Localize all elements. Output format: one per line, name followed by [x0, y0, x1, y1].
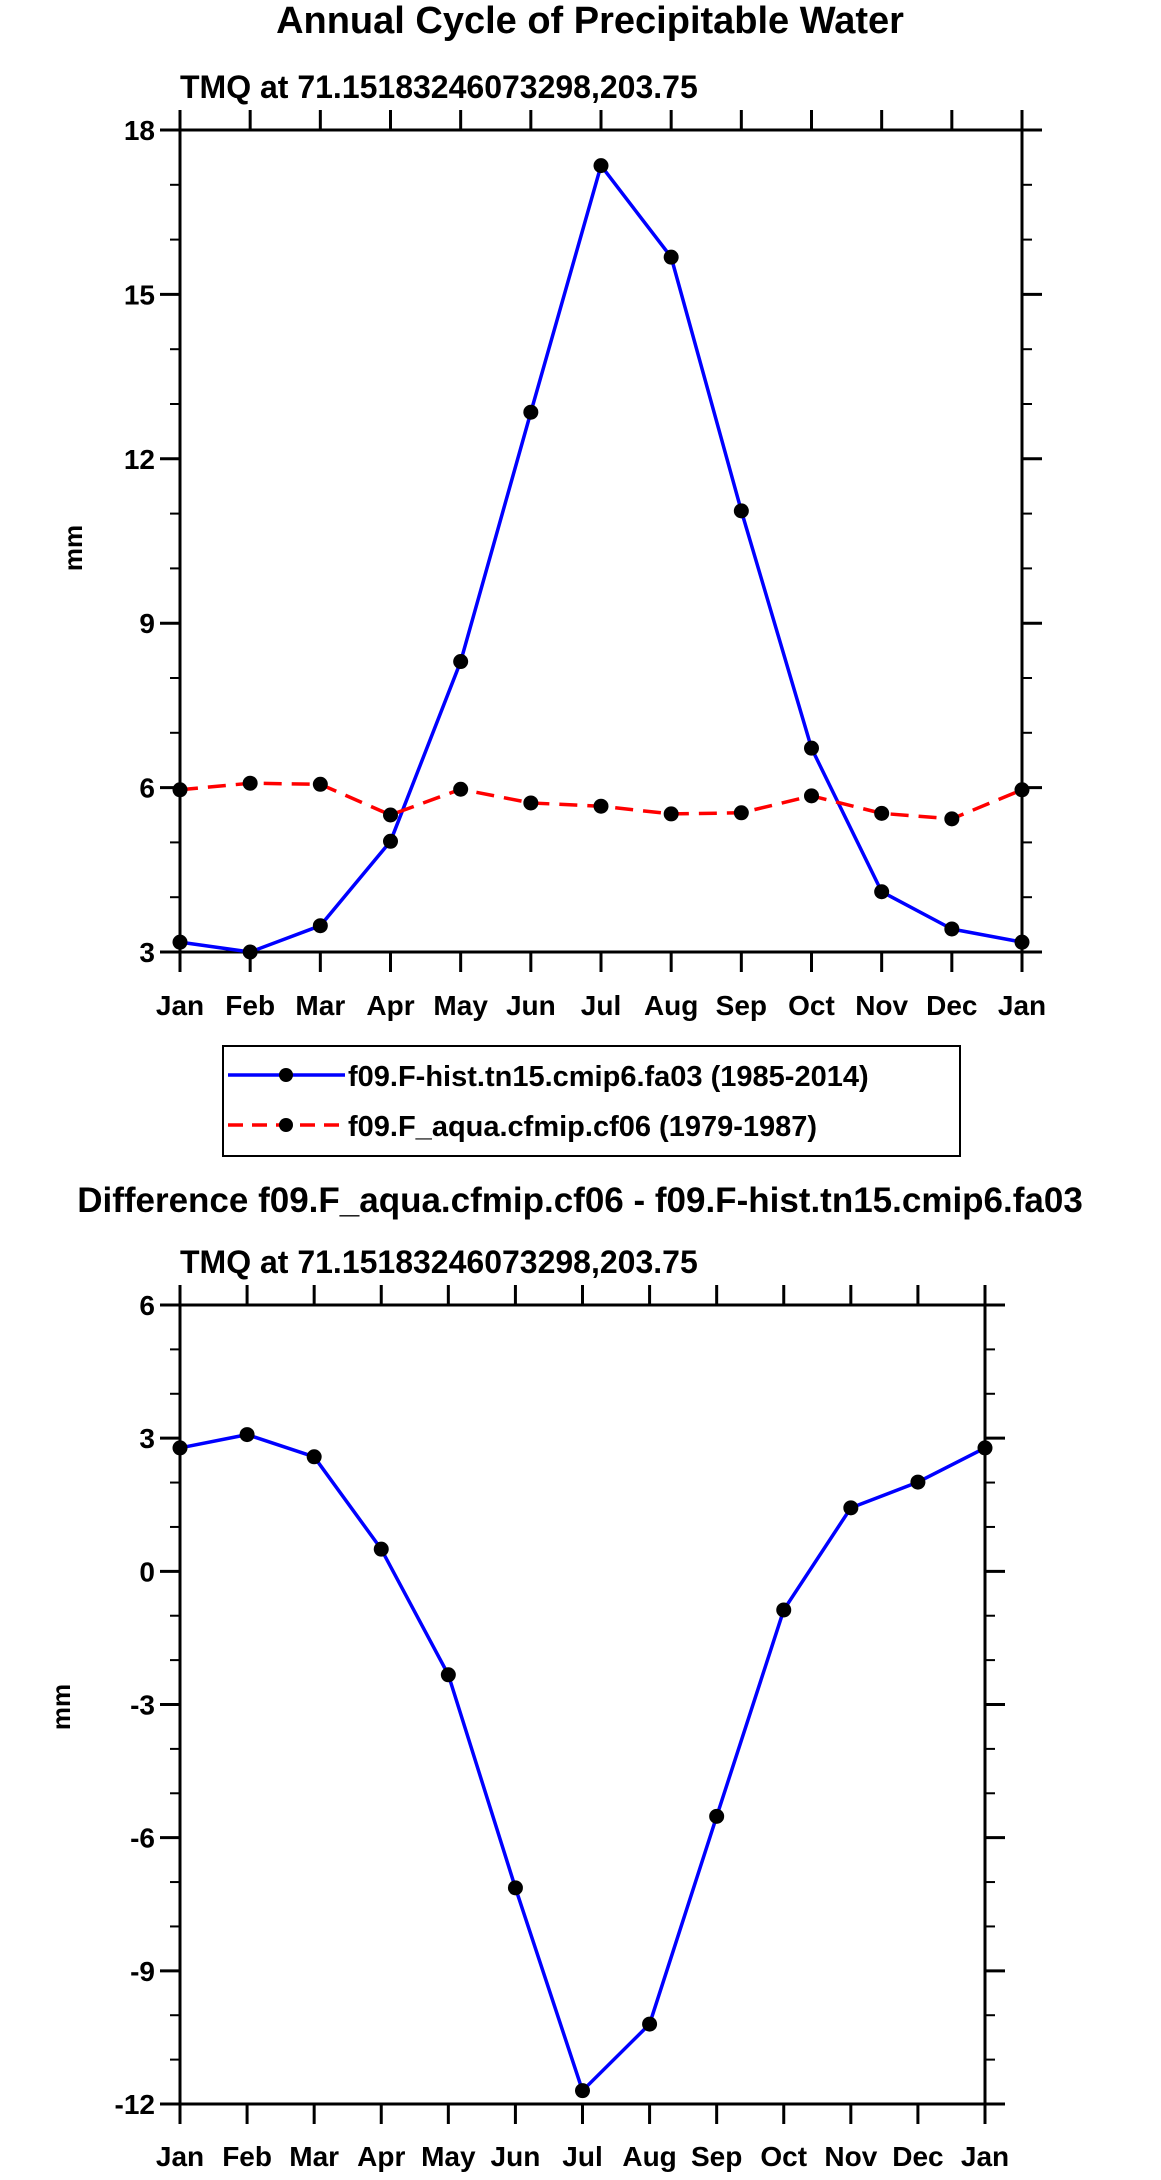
- data-point: [523, 795, 539, 811]
- data-point: [1014, 782, 1030, 798]
- data-point: [172, 934, 188, 950]
- chart-subtitle: TMQ at 71.15183246073298,203.75: [180, 69, 698, 105]
- y-tick-label: -12: [115, 2089, 155, 2120]
- data-point: [593, 158, 609, 174]
- x-tick-label: Jul: [562, 2141, 602, 2172]
- data-point: [575, 2083, 590, 2099]
- x-tick-label: May: [421, 2141, 476, 2172]
- y-axis-label: mm: [46, 1684, 76, 1730]
- precipitable-water-chart: TMQ at 71.15183246073298,203.75 mm 3 6 9 12…: [58, 69, 1046, 1021]
- data-point: [373, 1541, 389, 1557]
- x-tick-label: Feb: [225, 990, 275, 1021]
- plot-frame: [178, 128, 1024, 954]
- difference-title: Difference f09.F_aqua.cfmip.cf06 - f09.F…: [77, 1181, 1083, 1220]
- data-point: [910, 1474, 926, 1490]
- legend-label-model: f09.F-hist.tn15.cmip6.fa03 (1985-2014): [348, 1061, 869, 1093]
- legend-marker-aqua: [279, 1118, 293, 1132]
- x-tick-label: Dec: [926, 990, 977, 1021]
- data-point: [663, 249, 679, 265]
- x-tick-label: Jan: [998, 990, 1046, 1021]
- x-tick-label: Jun: [506, 990, 556, 1021]
- data-point: [733, 805, 749, 821]
- data-point: [944, 811, 960, 827]
- data-point: [523, 404, 539, 420]
- data-point: [977, 1440, 993, 1456]
- data-point: [1014, 934, 1030, 950]
- data-point: [239, 1427, 255, 1443]
- x-tick-label: Feb: [222, 2141, 272, 2172]
- y-axis-label: mm: [58, 525, 88, 571]
- x-tick-label: Mar: [295, 990, 345, 1021]
- data-point: [804, 740, 819, 756]
- legend: f09.F-hist.tn15.cmip6.fa03 (1985-2014) f…: [222, 1045, 961, 1157]
- data-point: [453, 654, 469, 670]
- data-point: [383, 833, 398, 849]
- data-point: [440, 1667, 456, 1683]
- legend-label-aqua: f09.F_aqua.cfmip.cf06 (1979-1987): [348, 1111, 817, 1143]
- y-tick-label: 12: [124, 444, 155, 475]
- data-point: [242, 775, 258, 791]
- y-tick-label: 3: [139, 1423, 155, 1454]
- data-point: [172, 1440, 188, 1456]
- x-tick-label: Mar: [289, 2141, 339, 2172]
- y-tick-label: -9: [130, 1956, 155, 1987]
- page-title: Annual Cycle of Precipitable Water: [276, 0, 904, 42]
- x-tick-label: Sep: [691, 2141, 742, 2172]
- y-tick-label: -6: [130, 1823, 155, 1854]
- y-tick-label: 9: [139, 608, 155, 639]
- x-tick-label: Oct: [788, 990, 835, 1021]
- data-point: [453, 781, 469, 797]
- series-line: [179, 1432, 986, 2093]
- x-tick-label: Apr: [357, 2141, 405, 2172]
- data-point: [312, 918, 328, 934]
- y-tick-label: 15: [124, 279, 155, 310]
- x-tick-label: Apr: [366, 990, 414, 1021]
- x-tick-label: Jan: [961, 2141, 1009, 2172]
- data-point: [593, 798, 609, 814]
- plot-frame: [178, 1303, 987, 2106]
- x-tick-label: Oct: [760, 2141, 807, 2172]
- x-tick-label: Sep: [716, 990, 767, 1021]
- data-point: [242, 944, 258, 960]
- difference-chart: Difference f09.F_aqua.cfmip.cf06 - f09.F…: [46, 1181, 1083, 2172]
- y-tick-label: 6: [139, 1290, 155, 1321]
- x-tick-label: Jun: [491, 2141, 541, 2172]
- x-tick-label: Dec: [892, 2141, 943, 2172]
- y-tick-label: -3: [130, 1690, 155, 1721]
- data-point: [172, 782, 188, 798]
- data-point: [663, 806, 679, 822]
- y-tick-label: 6: [139, 773, 155, 804]
- x-tick-label: Jan: [156, 2141, 204, 2172]
- y-tick-label: 18: [124, 115, 155, 146]
- data-point: [642, 2016, 658, 2032]
- data-point: [507, 1880, 523, 1896]
- x-tick-label: Aug: [644, 990, 698, 1021]
- y-tick-label: 3: [139, 937, 155, 968]
- data-point: [709, 1808, 725, 1824]
- x-tick-label: May: [433, 990, 488, 1021]
- data-point: [306, 1449, 322, 1465]
- legend-box: [222, 1045, 961, 1157]
- legend-marker-model: [279, 1068, 293, 1082]
- x-tick-label: Nov: [855, 990, 908, 1021]
- chart-subtitle: TMQ at 71.15183246073298,203.75: [180, 1244, 698, 1280]
- x-tick-label: Nov: [824, 2141, 877, 2172]
- data-point: [804, 788, 819, 804]
- data-point: [312, 776, 328, 792]
- x-tick-label: Aug: [622, 2141, 676, 2172]
- data-point: [733, 503, 749, 519]
- data-point: [874, 884, 890, 900]
- data-point: [383, 807, 398, 823]
- x-tick-label: Jan: [156, 990, 204, 1021]
- data-point: [944, 921, 960, 937]
- x-tick-label: Jul: [581, 990, 621, 1021]
- data-point: [843, 1500, 859, 1516]
- y-tick-label: 0: [139, 1556, 155, 1587]
- data-point: [874, 805, 890, 821]
- data-point: [776, 1602, 792, 1618]
- series-line: [179, 163, 1023, 954]
